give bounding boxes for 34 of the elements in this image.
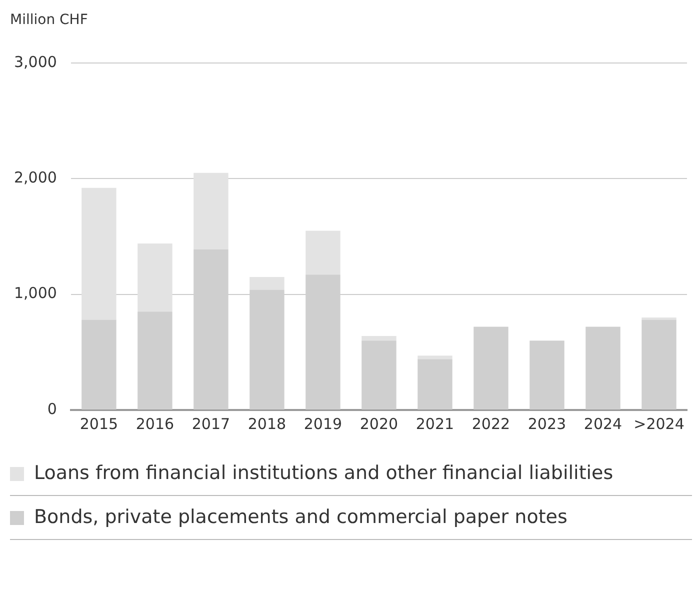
bar: [530, 340, 564, 410]
bar: [586, 326, 620, 410]
bar: [418, 359, 452, 410]
x-tick-label: 2024: [584, 414, 622, 433]
bar: [418, 356, 452, 360]
x-tick-label: 2017: [192, 414, 230, 433]
x-tick-label: 2016: [136, 414, 174, 433]
x-tick-label: 2020: [360, 414, 398, 433]
y-axis-title: Million CHF: [10, 12, 88, 28]
y-tick-label: 0: [47, 400, 57, 418]
bar: [138, 243, 172, 312]
x-tick-label: 2018: [248, 414, 286, 433]
legend-label: Bonds, private placements and commercial paper notes: [34, 505, 568, 530]
bar: [362, 340, 396, 410]
bar: [82, 320, 116, 410]
x-tick-label: 2021: [416, 414, 454, 433]
x-tick-label: 2015: [80, 414, 118, 433]
x-tick-label: 2023: [528, 414, 566, 433]
bar: [306, 230, 340, 275]
legend-label: Loans from financial institutions and other financial liabilities: [34, 461, 614, 486]
y-tick-label: 1,000: [14, 284, 57, 302]
y-tick-label: 2,000: [14, 168, 57, 187]
bar: [362, 336, 396, 341]
bar: [474, 326, 508, 410]
x-tick-label: >2024: [634, 414, 684, 433]
bar: [194, 172, 228, 250]
bar: [642, 317, 676, 320]
bar: [642, 320, 676, 410]
bar: [138, 312, 172, 410]
x-tick-label: 2022: [472, 414, 510, 433]
y-tick-label: 3,000: [14, 52, 57, 71]
x-tick-label: 2019: [304, 414, 342, 433]
bar: [250, 276, 284, 290]
bar: [82, 188, 116, 320]
